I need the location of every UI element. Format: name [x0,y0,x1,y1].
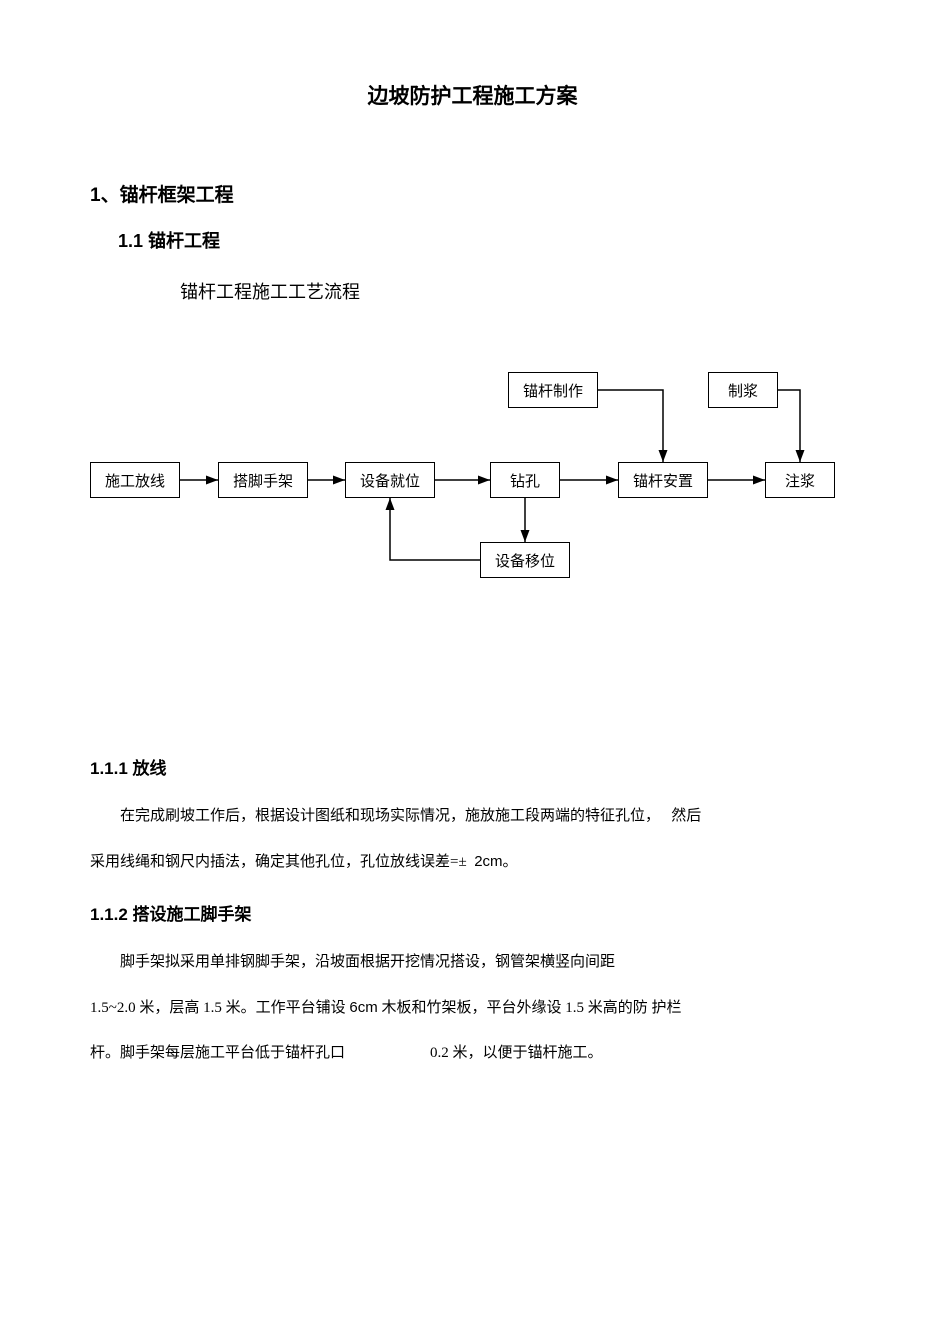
heading-1-1-2: 1.1.2 搭设施工脚手架 [90,900,855,925]
para1-suffix: 然后 [671,808,701,824]
flow-node-n8: 设备移位 [480,542,570,578]
flow-node-n4: 锚杆安置 [618,462,708,498]
paragraph-1b: 采用线绳和钢尺内插法，确定其他孔位，孔位放线误差=± 2cm。 [90,842,855,882]
flow-node-n1: 搭脚手架 [218,462,308,498]
flow-node-n3: 钻孔 [490,462,560,498]
heading-1-1-1: 1.1.1 放线 [90,754,855,779]
flow-node-n0: 施工放线 [90,462,180,498]
flow-node-n7: 制浆 [708,372,778,408]
para1b-suffix: 。 [503,854,518,870]
para1b-prefix: 采用线绳和钢尺内插法，确定其他孔位，孔位放线误差=± [90,854,467,870]
document-title: 边坡防护工程施工方案 [90,80,855,110]
paragraph-1a: 在完成刷坡工作后，根据设计图纸和现场实际情况，施放施工段两端的特征孔位， 然后 [90,797,855,836]
para1b-val: 2cm [474,853,502,870]
paragraph-2: 脚手架拟采用单排钢脚手架，沿坡面根据开挖情况搭设，钢管架横竖向间距 [90,943,855,982]
para4b: 0.2 米，以便于锚杆施工。 [430,1045,603,1061]
flow-node-n5: 注浆 [765,462,835,498]
para3b: 6cm [349,999,377,1016]
flow-node-n6: 锚杆制作 [508,372,598,408]
process-flowchart: 施工放线 搭脚手架 设备就位 钻孔 锚杆安置 注浆 锚杆制作 制浆设备移位 [90,354,870,614]
heading-section-1: 1、锚杆框架工程 [90,180,855,207]
flow-node-n2: 设备就位 [345,462,435,498]
para3c: 木板和竹架板，平台外缘设 1.5 米高的防 护栏 [378,1000,682,1016]
para3a: 1.5~2.0 米，层高 1.5 米。工作平台铺设 [90,1000,349,1016]
para1-prefix: 在完成刷坡工作后，根据设计图纸和现场实际情况，施放施工段两端的特征孔位， [120,808,660,824]
para4a: 杆。脚手架每层施工平台低于锚杆孔口 [90,1045,345,1061]
heading-section-1-1-sub: 锚杆工程施工工艺流程 [180,278,855,304]
paragraph-4: 杆。脚手架每层施工平台低于锚杆孔口 0.2 米，以便于锚杆施工。 [90,1034,855,1073]
heading-section-1-1: 1.1 锚杆工程 [118,227,855,253]
paragraph-3: 1.5~2.0 米，层高 1.5 米。工作平台铺设 6cm 木板和竹架板，平台外… [90,988,855,1028]
